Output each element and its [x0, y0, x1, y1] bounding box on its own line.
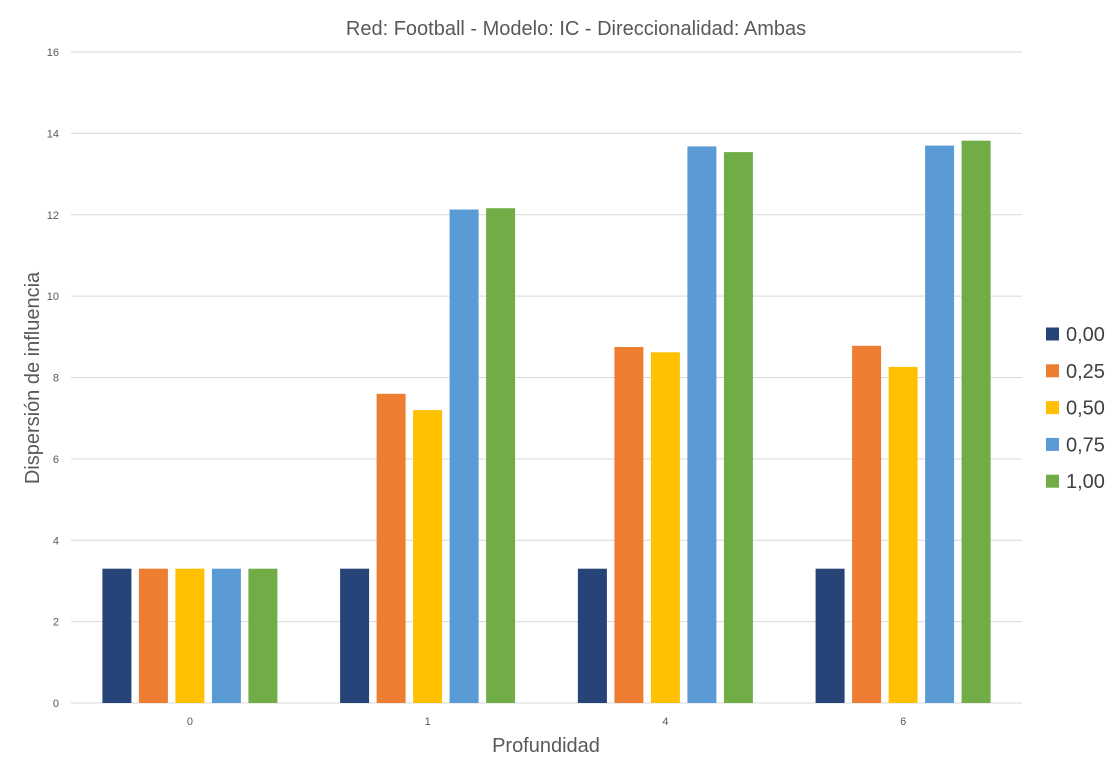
bar: [815, 568, 845, 703]
bar: [340, 568, 370, 703]
bar: [888, 366, 918, 703]
x-axis-title: Profundidad: [492, 735, 600, 757]
bar: [723, 152, 753, 704]
y-tick-label: 4: [53, 535, 59, 547]
y-tick-label: 14: [47, 128, 59, 140]
bar: [486, 208, 516, 703]
bar: [852, 345, 882, 703]
x-tick-label: 1: [425, 716, 431, 728]
bar: [925, 145, 955, 704]
bar: [449, 209, 479, 703]
y-tick-label: 12: [47, 210, 59, 222]
x-tick-label: 6: [900, 716, 906, 728]
legend: 0,00 0,25 0,50 0,75 1,00: [1046, 324, 1105, 493]
bar: [175, 568, 205, 703]
x-tick-label: 0: [187, 716, 193, 728]
legend-label: 1,00: [1066, 471, 1105, 493]
bars: [102, 140, 991, 704]
bar: [614, 347, 644, 703]
y-tick-label: 8: [53, 373, 59, 385]
bar: [376, 393, 406, 703]
x-axis-ticks: 0 1 4 6: [187, 716, 906, 728]
legend-swatch: [1046, 401, 1059, 415]
bar: [211, 568, 241, 703]
y-tick-label: 0: [53, 698, 59, 710]
y-tick-label: 10: [47, 291, 59, 303]
y-tick-label: 2: [53, 617, 59, 629]
legend-swatch: [1046, 327, 1059, 341]
bar: [687, 146, 717, 703]
chart-title: Red: Football - Modelo: IC - Direccional…: [346, 18, 806, 40]
legend-swatch: [1046, 364, 1059, 378]
bar: [650, 352, 680, 703]
legend-swatch: [1046, 437, 1059, 451]
y-tick-label: 6: [53, 454, 59, 466]
legend-label: 0,00: [1066, 324, 1105, 346]
bar: [413, 410, 443, 703]
x-tick-label: 4: [662, 716, 668, 728]
bar: [577, 568, 607, 703]
legend-label: 0,50: [1066, 398, 1105, 420]
bar: [102, 568, 132, 703]
bar: [138, 568, 168, 703]
y-axis-title: Dispersión de influencia: [22, 271, 44, 484]
bar: [961, 140, 991, 703]
legend-label: 0,25: [1066, 361, 1105, 383]
legend-swatch: [1046, 474, 1059, 488]
bar: [248, 568, 278, 703]
legend-label: 0,75: [1066, 434, 1105, 456]
y-tick-label: 16: [47, 47, 59, 59]
y-axis-ticks: 0 2 4 6 8 10 12 14 16: [47, 47, 59, 710]
